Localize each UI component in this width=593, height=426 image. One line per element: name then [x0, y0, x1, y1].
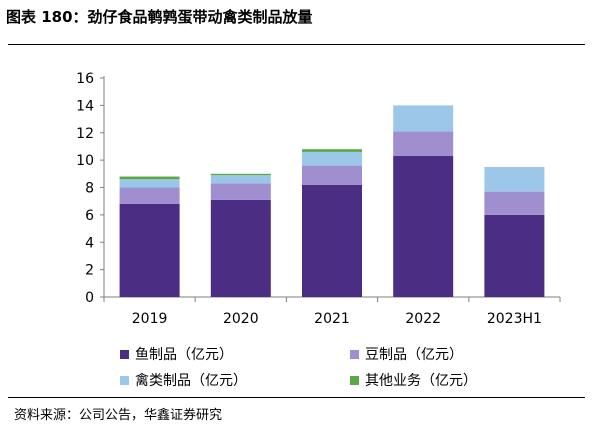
- bar-segment: [484, 214, 545, 297]
- bar-segment: [393, 156, 454, 297]
- bar-segment: [302, 184, 362, 297]
- bar-segment: [484, 191, 545, 215]
- x-tick-label: 2021: [314, 311, 350, 327]
- y-tick-label: 16: [76, 71, 94, 87]
- y-tick-label: 0: [85, 290, 94, 306]
- bar-segment: [210, 175, 271, 184]
- top-rule: [8, 44, 585, 45]
- bar-segment: [393, 105, 454, 132]
- bar-segment: [210, 183, 271, 200]
- bar-segment: [484, 166, 545, 192]
- y-tick-label: 4: [85, 235, 94, 251]
- y-tick-label: 6: [85, 208, 94, 224]
- y-tick-label: 14: [76, 98, 94, 114]
- bar-segment: [210, 173, 271, 176]
- x-tick-label: 2019: [132, 311, 168, 327]
- bar-segment: [119, 203, 180, 297]
- bar-segment: [302, 165, 362, 185]
- bar-segment: [302, 151, 362, 166]
- bar-segment: [119, 176, 180, 180]
- y-tick-label: 10: [76, 153, 94, 169]
- x-tick-label: 2020: [223, 311, 259, 327]
- bar-segment: [119, 179, 180, 188]
- source-note: 资料来源：公司公告，华鑫证券研究: [14, 408, 223, 423]
- bar-segment: [302, 149, 362, 152]
- y-tick-label: 12: [76, 126, 94, 142]
- bar-segment: [119, 187, 180, 204]
- x-tick-label: 2022: [405, 311, 441, 327]
- y-tick-label: 8: [85, 181, 94, 197]
- bottom-rule: [8, 397, 585, 398]
- x-tick-label: 2023H1: [487, 311, 542, 327]
- y-tick-label: 2: [85, 263, 94, 279]
- chart-title: 图表 180：劲仔食品鹌鹑蛋带动禽类制品放量: [6, 8, 313, 26]
- bar-segment: [393, 131, 454, 157]
- bar-segment: [210, 199, 271, 297]
